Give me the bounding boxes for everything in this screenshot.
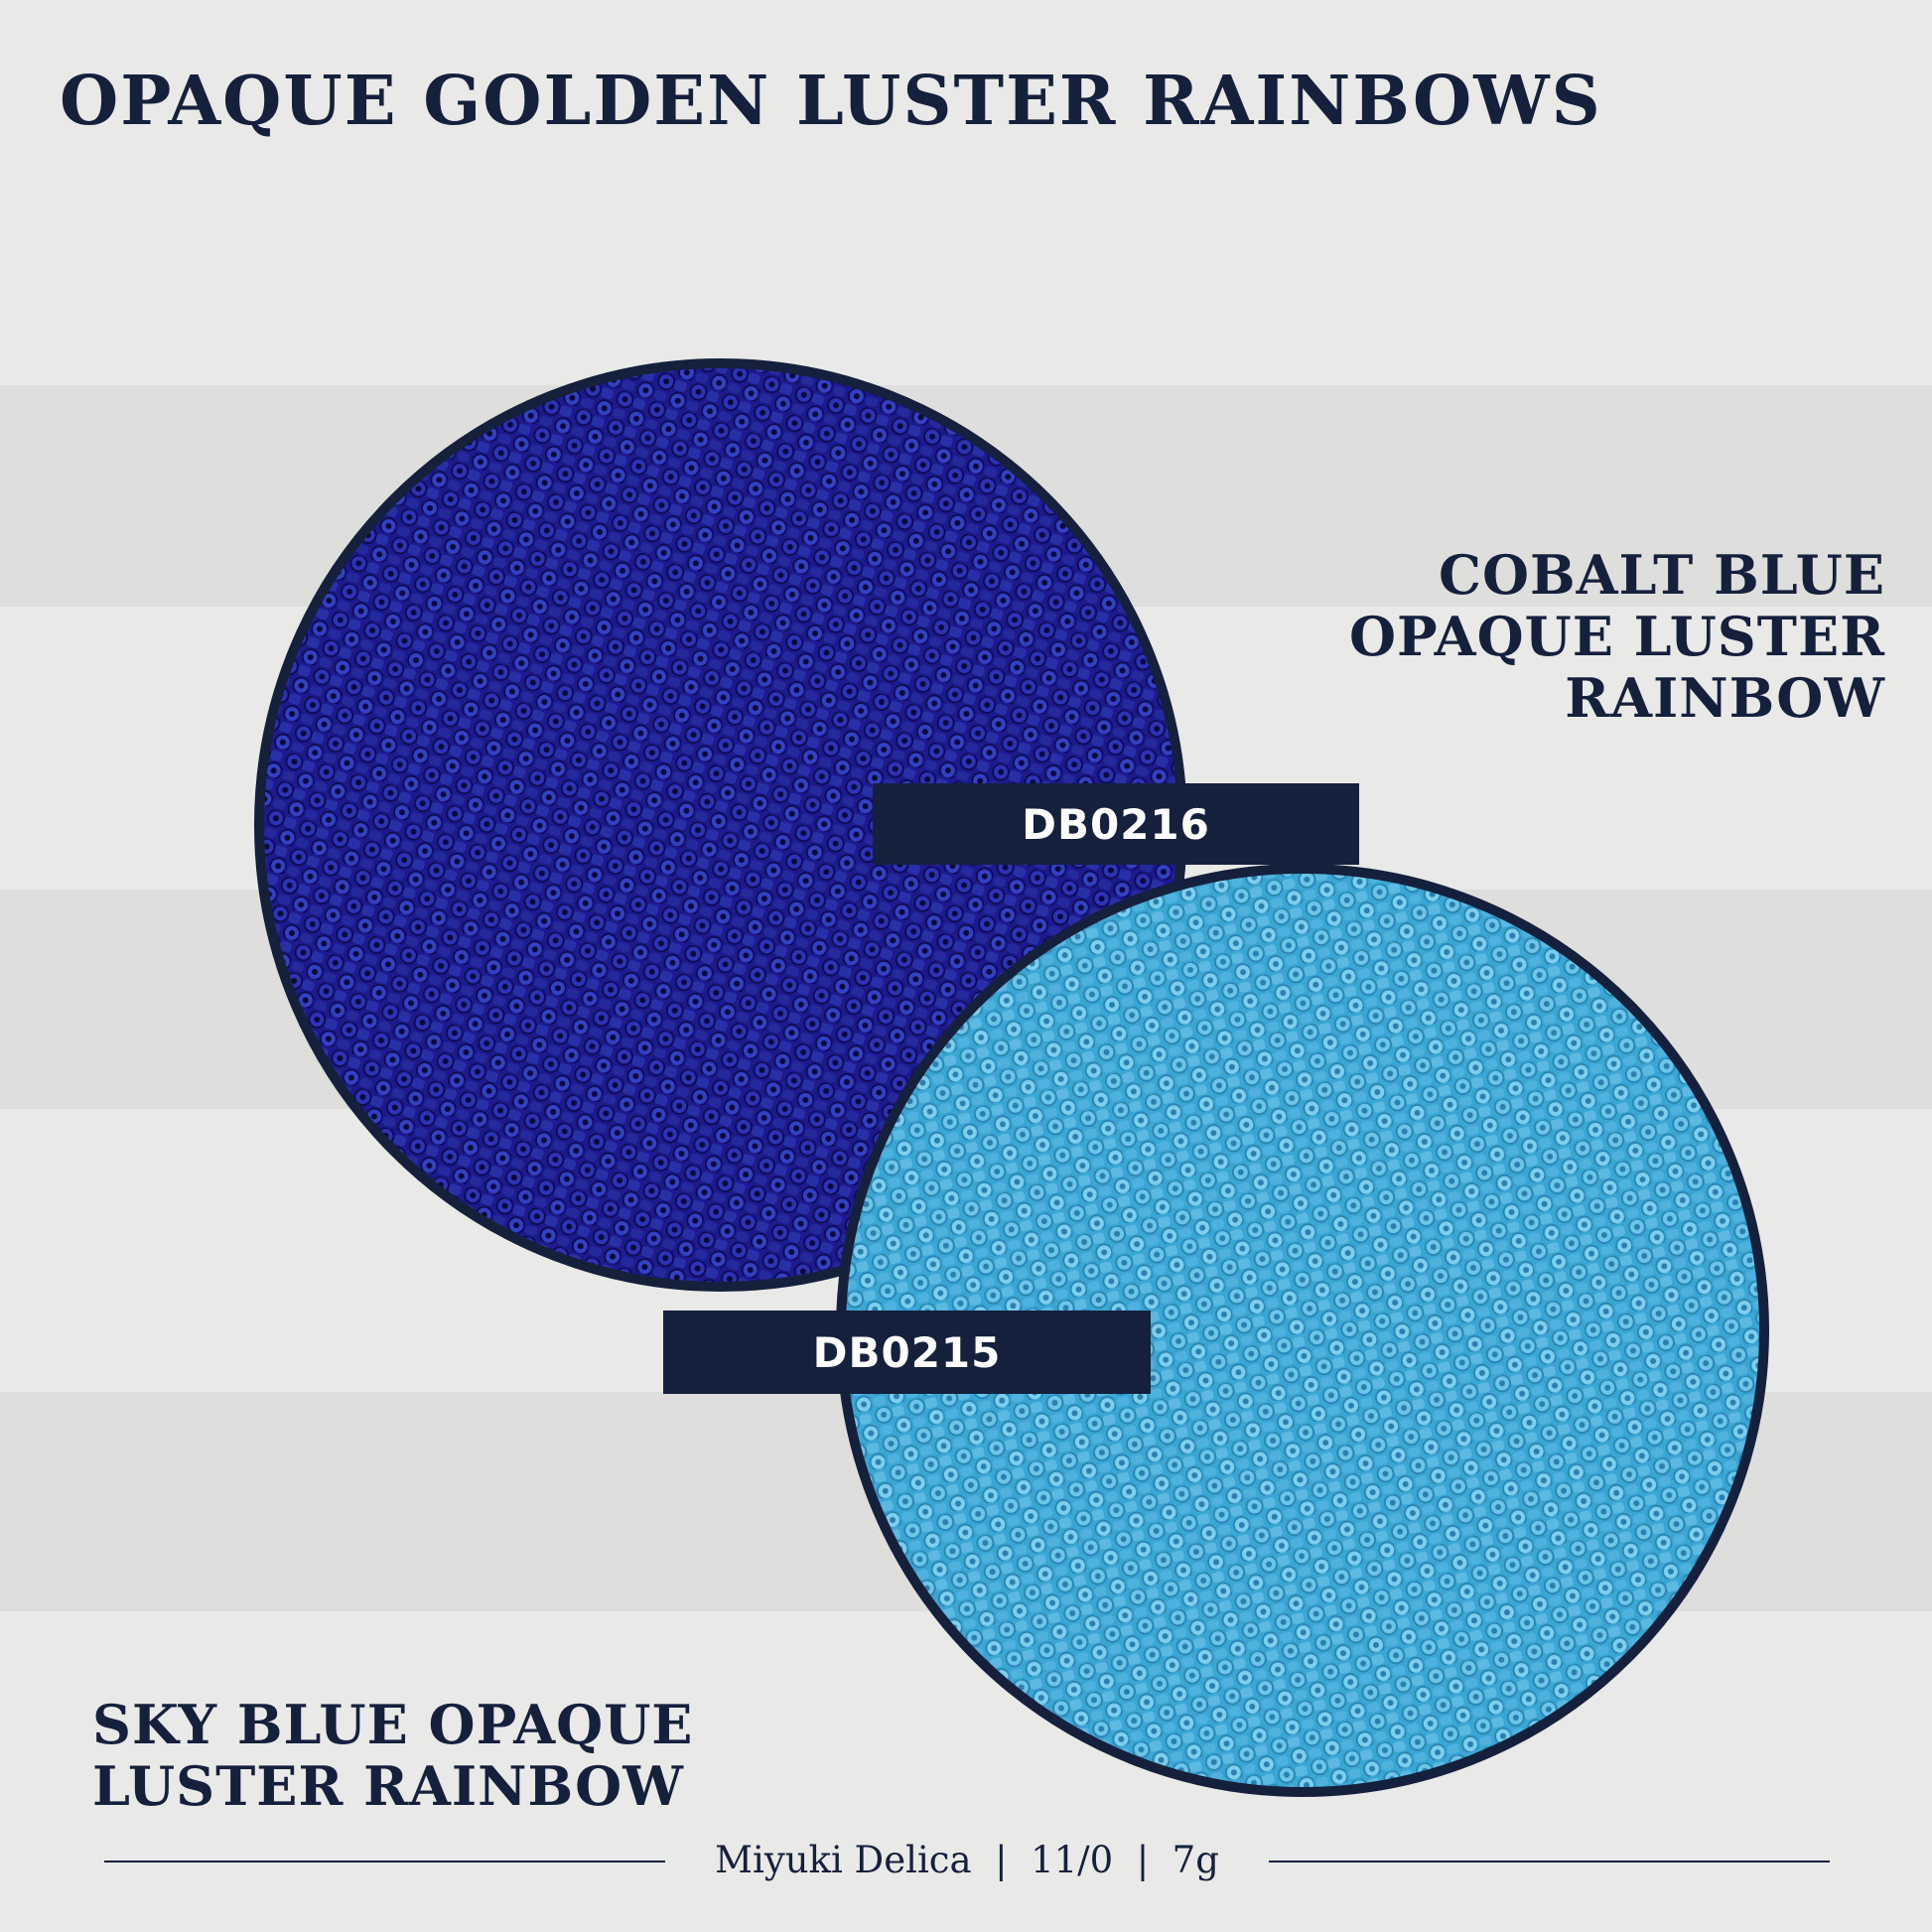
code-label: DB0216 xyxy=(873,783,1359,865)
footer-rule xyxy=(104,1861,665,1863)
product-name: COBALT BLUE OPAQUE LUSTER RAINBOW xyxy=(1349,544,1885,729)
footer-rule xyxy=(1269,1861,1830,1863)
name-line: LUSTER RAINBOW xyxy=(92,1754,684,1818)
code-label: DB0215 xyxy=(663,1311,1151,1394)
product-name: SKY BLUE OPAQUE LUSTER RAINBOW xyxy=(92,1694,693,1817)
name-line: RAINBOW xyxy=(1565,666,1885,730)
name-line: SKY BLUE OPAQUE xyxy=(92,1693,694,1756)
title: OPAQUE GOLDEN LUSTER RAINBOWS xyxy=(60,62,1602,141)
name-line: COBALT BLUE xyxy=(1438,543,1885,607)
name-line: OPAQUE LUSTER xyxy=(1348,605,1885,668)
footer-text: Miyuki Delica | 11/0 | 7g xyxy=(715,1839,1219,1881)
